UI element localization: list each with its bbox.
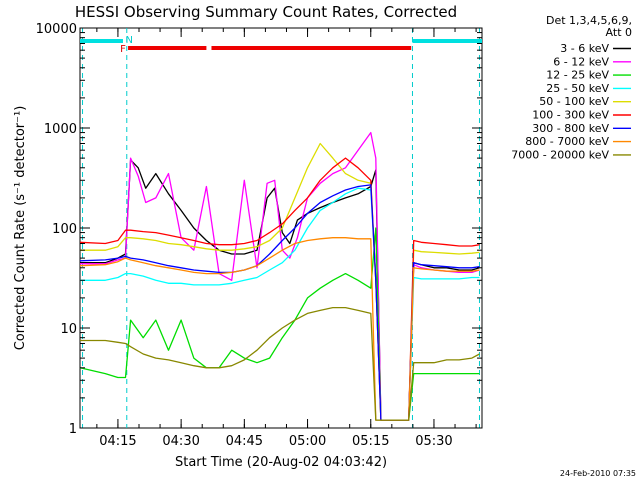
y-tick-label-3: 1000 (44, 122, 77, 137)
y-tick-label-2: 100 (52, 222, 77, 237)
series-lines (79, 131, 480, 421)
series-line-2 (79, 227, 480, 421)
legend-entry-4: 50 - 100 keV (539, 95, 609, 108)
footer-date: 24-Feb-2010 07:35 (560, 469, 636, 478)
series-line-0 (80, 159, 480, 421)
series-line-3 (80, 187, 480, 421)
x-tick-label-2: 04:45 (226, 434, 263, 449)
legend-entry-5: 100 - 300 keV (532, 109, 609, 122)
series-line-6 (79, 184, 480, 421)
legend-entry-7: 800 - 7000 keV (525, 135, 609, 148)
y-axis-label: Corrected Count Rate (s⁻¹ detector⁻¹) (13, 106, 28, 351)
legend-entry-8: 7000 - 20000 keV (511, 148, 609, 161)
legend-header-0: Det 1,3,4,5,6,9, (546, 14, 632, 27)
legend-header-1: Att 0 (606, 26, 632, 39)
x-axis-label: Start Time (20-Aug-02 04:03:42) (175, 455, 387, 470)
series-line-7 (79, 237, 480, 421)
flag-label-f: F (120, 44, 126, 55)
legend-entry-3: 25 - 50 keV (546, 82, 609, 95)
x-tick-label-1: 04:30 (162, 434, 199, 449)
y-tick-label-4: 10000 (36, 22, 77, 37)
status-bars: FN (80, 35, 482, 55)
y-tick-label-1: 10 (60, 322, 77, 337)
axes: 1 10 100 1000 10000 04:15 04:30 04:45 05:00 05:15… (36, 22, 482, 449)
legend-entry-6: 300 - 800 keV (532, 122, 609, 135)
x-tick-label-4: 05:15 (352, 434, 389, 449)
series-line-8 (80, 306, 480, 421)
legend-entry-2: 12 - 25 keV (546, 69, 609, 82)
series-line-1 (80, 131, 480, 421)
y-tick-label-0: 1 (69, 422, 77, 437)
legend-entry-0: 3 - 6 keV (560, 42, 609, 55)
chart-title: HESSI Observing Summary Count Rates, Cor… (75, 3, 457, 21)
series-line-5 (79, 157, 480, 421)
flag-label-n: N (126, 35, 133, 46)
x-tick-label-0: 04:15 (99, 434, 136, 449)
x-tick-label-5: 05:30 (415, 434, 452, 449)
x-tick-label-3: 05:00 (289, 434, 326, 449)
series-line-4 (80, 142, 480, 421)
legend-entry-1: 6 - 12 keV (553, 55, 609, 68)
